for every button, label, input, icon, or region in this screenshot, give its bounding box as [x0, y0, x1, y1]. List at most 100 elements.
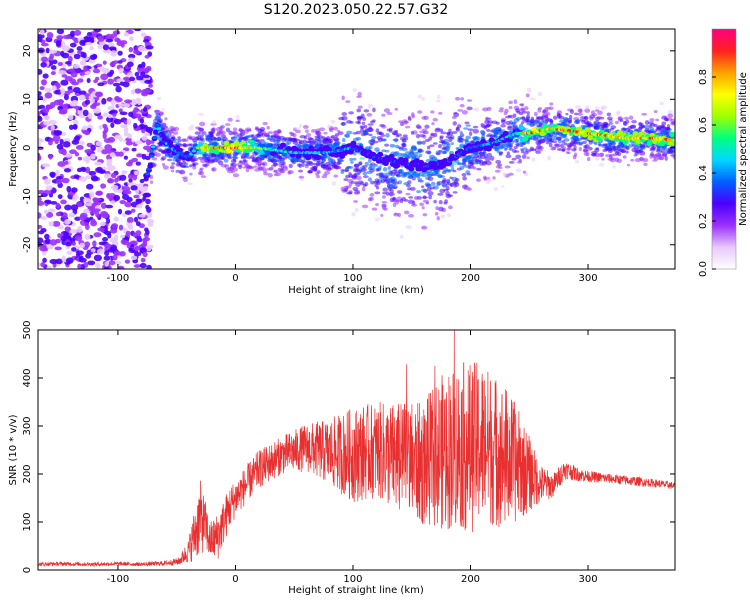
spectral-haze: [298, 140, 303, 145]
spectral-haze: [468, 131, 473, 137]
spectral-haze: [651, 154, 657, 159]
noise-blob: [46, 211, 54, 218]
spectral-haze: [410, 130, 415, 135]
noise-blob: [68, 212, 75, 218]
spectral-haze: [537, 148, 543, 152]
spectral-haze: [384, 143, 390, 147]
noise-blob: [130, 255, 138, 261]
ridge-peak: [152, 135, 157, 140]
noise-blob: [56, 143, 64, 150]
noise-blob: [83, 197, 91, 202]
spectral-haze: [431, 122, 435, 126]
spectral-haze: [192, 162, 199, 166]
noise-blob: [133, 264, 141, 268]
spectral-haze: [168, 132, 172, 137]
noise-blob: [118, 266, 123, 269]
ridge-core: [377, 151, 384, 157]
spectral-haze: [341, 121, 346, 126]
noise-blob: [71, 81, 80, 86]
noise-blob: [58, 98, 64, 106]
spectral-haze: [361, 125, 365, 130]
spectral-haze: [429, 186, 435, 190]
spectral-haze: [479, 161, 485, 166]
spectral-haze: [424, 138, 430, 143]
spectral-haze: [425, 150, 432, 154]
spectral-haze: [452, 169, 457, 173]
spectral-haze: [255, 158, 259, 163]
noise-blob: [125, 230, 131, 237]
spectral-haze: [463, 127, 469, 130]
ridge-core: [223, 140, 230, 146]
spectral-haze: [407, 180, 412, 185]
spectral-haze: [510, 114, 515, 119]
spectral-haze: [302, 139, 307, 144]
noise-blob: [110, 122, 115, 128]
noise-blob: [148, 83, 153, 88]
spectral-haze: [305, 140, 312, 144]
spectral-haze: [245, 127, 252, 131]
noise-blob: [50, 201, 58, 205]
spectral-haze: [223, 158, 229, 163]
noise-blob: [64, 218, 71, 225]
spectral-haze: [362, 175, 369, 179]
spectral-haze: [655, 118, 659, 122]
spectral-haze: [353, 200, 358, 203]
spectral-haze: [466, 106, 473, 111]
spectral-haze: [162, 165, 169, 170]
spectral-haze: [511, 157, 517, 161]
spectral-haze: [357, 91, 362, 97]
spectral-haze: [457, 109, 464, 112]
spectral-haze: [543, 115, 549, 119]
noise-blob: [48, 119, 57, 125]
spectral-haze: [526, 111, 530, 116]
spectral-haze: [561, 139, 566, 144]
noise-blob: [113, 194, 121, 202]
spectral-haze: [478, 152, 486, 157]
spectral-haze: [421, 206, 425, 210]
colorbar-label: Normalized spectral amplitude: [738, 72, 749, 226]
snr-marks: [38, 330, 675, 568]
spectral-haze: [437, 192, 444, 196]
spectral-haze: [446, 213, 452, 217]
spectral-haze: [589, 114, 596, 119]
spectral-haze: [472, 166, 477, 170]
spectral-haze: [506, 151, 510, 155]
noise-blob: [83, 65, 88, 72]
spectral-haze: [309, 167, 314, 170]
spectral-haze: [151, 156, 158, 161]
spectral-haze: [417, 177, 423, 181]
spectral-haze: [568, 114, 573, 120]
spectral-haze: [352, 137, 360, 142]
spectral-haze: [433, 132, 438, 138]
spectral-haze: [375, 128, 380, 133]
spectral-haze: [418, 153, 423, 158]
spectral-haze: [269, 138, 276, 143]
spectral-haze: [345, 100, 351, 103]
spectral-haze: [573, 112, 579, 116]
spectral-haze: [546, 135, 553, 140]
spectral-haze: [407, 115, 412, 120]
spectral-haze: [520, 121, 525, 125]
spectral-haze: [493, 130, 499, 135]
spectral-haze: [232, 151, 239, 157]
y-tick-label: 500: [22, 320, 33, 339]
noise-blob: [133, 216, 139, 223]
noise-blob: [49, 239, 58, 246]
spectral-haze: [556, 112, 561, 117]
spectral-haze: [238, 160, 243, 163]
spectral-haze: [449, 183, 453, 187]
spectral-haze: [577, 112, 584, 116]
spectral-haze: [209, 131, 215, 135]
spectral-haze: [341, 95, 345, 101]
spectral-haze: [232, 165, 237, 168]
spectral-haze: [164, 117, 168, 121]
noise-blob: [92, 197, 98, 202]
spectral-haze: [442, 178, 447, 182]
spectral-haze: [321, 175, 328, 179]
noise-blob: [73, 29, 82, 36]
spectral-haze: [293, 139, 298, 143]
spectral-haze: [565, 112, 569, 116]
spectral-haze: [395, 134, 400, 138]
spectral-haze: [394, 212, 398, 215]
spectral-haze: [565, 151, 569, 154]
